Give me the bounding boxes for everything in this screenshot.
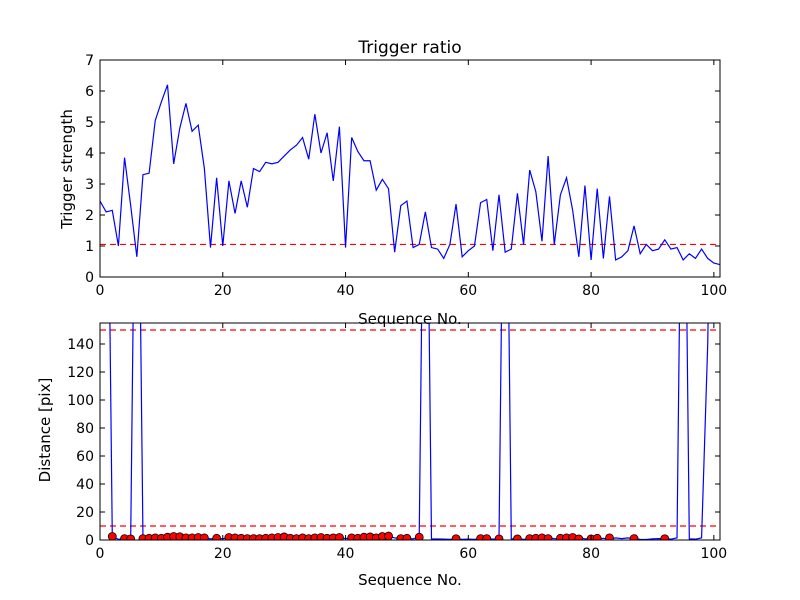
data-point-marker <box>414 532 424 540</box>
data-point-marker <box>199 533 209 540</box>
x-axis-label: Sequence No. <box>358 310 462 328</box>
y-axis-label: Distance [pix] <box>36 378 54 483</box>
x-tick-label: 40 <box>337 283 355 299</box>
y-tick-label: 5 <box>85 115 94 131</box>
y-tick-label: 6 <box>85 84 94 100</box>
x-axis-label: Sequence No. <box>358 571 462 589</box>
x-tick-label: 60 <box>459 283 477 299</box>
plot-area: 0 20 40 60 80 100 0 20 40 60 80 100 120 140 <box>67 322 727 562</box>
y-tick-label: 3 <box>85 177 94 193</box>
y-tick-label: 20 <box>76 505 94 521</box>
data-point-marker <box>660 534 670 540</box>
series-line <box>100 84 720 266</box>
chart-title: Trigger ratio <box>357 38 461 58</box>
x-tick-label: 100 <box>700 546 727 562</box>
x-tick-label: 20 <box>214 546 232 562</box>
y-tick-label: 7 <box>85 53 94 69</box>
y-tick-label: 0 <box>85 533 94 549</box>
axes-frame <box>99 59 721 278</box>
y-tick-label: 80 <box>76 421 94 437</box>
y-tick-label: 140 <box>67 337 94 353</box>
y-tick-label: 0 <box>85 270 94 286</box>
x-tick-label: 100 <box>700 283 727 299</box>
y-tick-label: 2 <box>85 208 94 224</box>
y-tick-label: 1 <box>85 239 94 255</box>
x-tick-label: 60 <box>459 546 477 562</box>
y-tick-label: 120 <box>67 365 94 381</box>
data-point-marker <box>494 534 504 540</box>
x-tick-label: 0 <box>96 546 105 562</box>
data-point-marker <box>402 533 412 540</box>
x-tick-label: 80 <box>582 546 600 562</box>
data-point-marker <box>629 534 639 540</box>
data-point-marker <box>335 533 344 540</box>
x-tick-label: 80 <box>582 283 600 299</box>
y-tick-label: 60 <box>76 449 94 465</box>
x-tick-label: 0 <box>96 283 105 299</box>
y-tick-label: 4 <box>85 146 94 162</box>
data-point-marker <box>513 534 522 540</box>
data-point-marker <box>605 533 614 540</box>
plot-area: 0 20 40 60 80 100 0 1 2 3 4 5 6 7 <box>85 53 727 299</box>
data-point-marker <box>384 531 393 540</box>
y-axis-label: Trigger strength <box>58 109 76 230</box>
data-point-marker <box>543 534 553 540</box>
y-tick-label: 100 <box>67 393 94 409</box>
data-point-marker <box>212 533 222 540</box>
data-point-marker <box>126 534 136 540</box>
data-point-marker <box>592 533 602 540</box>
y-tick-label: 40 <box>76 477 94 493</box>
data-point-marker <box>482 534 492 540</box>
axes-frame <box>99 322 721 541</box>
x-tick-label: 20 <box>214 283 232 299</box>
data-point-marker <box>107 532 117 540</box>
distance-chart: 0 20 40 60 80 100 0 20 40 60 80 100 120 140 Sequence … <box>36 322 727 589</box>
data-point-marker <box>574 534 584 540</box>
data-point-marker <box>451 534 461 540</box>
x-tick-label: 40 <box>337 546 355 562</box>
